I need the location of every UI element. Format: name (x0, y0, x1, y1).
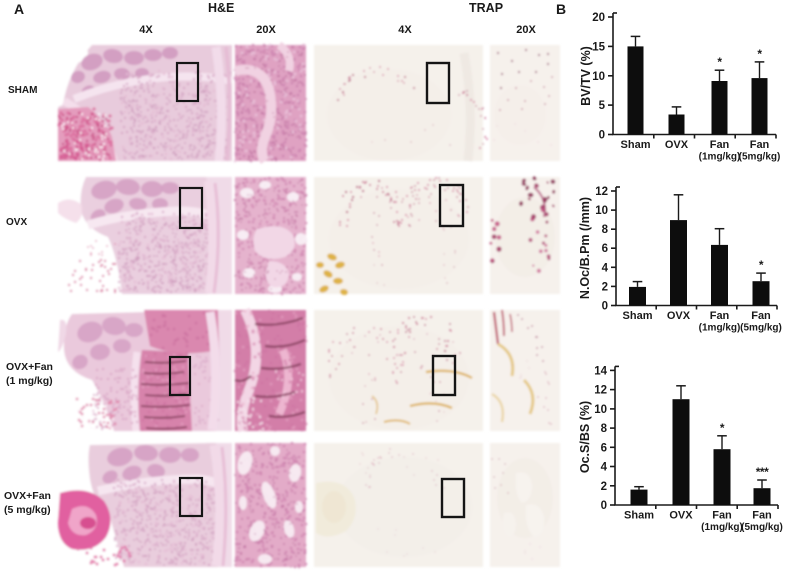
svg-text:(5mg/kg): (5mg/kg) (740, 323, 782, 334)
svg-text:Sham: Sham (621, 139, 651, 151)
svg-text:8: 8 (601, 423, 608, 435)
svg-text:20: 20 (592, 12, 605, 24)
svg-text:12: 12 (595, 186, 608, 198)
svg-text:Fan: Fan (750, 139, 770, 151)
svg-text:6: 6 (601, 442, 607, 454)
svg-text:15: 15 (592, 41, 605, 53)
svg-text:OVX: OVX (665, 139, 689, 151)
svg-text:BV/TV (%): BV/TV (%) (579, 46, 593, 106)
svg-text:Fan: Fan (710, 139, 730, 151)
svg-text:Fan: Fan (710, 310, 730, 322)
svg-text:***: *** (756, 465, 769, 479)
svg-text:(1mg/kg): (1mg/kg) (699, 152, 741, 163)
svg-text:N.Oc/B.Pm (/mm): N.Oc/B.Pm (/mm) (578, 197, 592, 299)
svg-text:Sham: Sham (623, 310, 653, 322)
svg-text:Sham: Sham (624, 510, 654, 522)
svg-text:(5mg/kg): (5mg/kg) (741, 522, 783, 533)
svg-text:*: * (759, 258, 764, 272)
svg-text:Fan: Fan (712, 510, 732, 522)
svg-text:8: 8 (602, 224, 609, 236)
svg-text:2: 2 (601, 481, 607, 493)
svg-text:10: 10 (592, 71, 605, 83)
svg-text:4: 4 (602, 262, 609, 274)
svg-text:Fan: Fan (751, 310, 771, 322)
svg-text:OVX: OVX (669, 510, 693, 522)
svg-text:6: 6 (602, 243, 608, 255)
svg-text:10: 10 (595, 205, 608, 217)
svg-text:(1mg/kg): (1mg/kg) (699, 323, 741, 334)
svg-text:Fan: Fan (752, 510, 772, 522)
svg-text:*: * (720, 421, 725, 435)
svg-text:14: 14 (594, 365, 607, 377)
svg-text:(1mg/kg): (1mg/kg) (701, 522, 743, 533)
svg-text:Oc.S/BS (%): Oc.S/BS (%) (578, 401, 592, 473)
svg-text:12: 12 (594, 385, 607, 397)
svg-text:0: 0 (599, 130, 605, 142)
svg-text:5: 5 (599, 100, 606, 112)
svg-text:*: * (717, 55, 722, 69)
svg-text:0: 0 (602, 301, 608, 313)
svg-text:0: 0 (601, 500, 607, 512)
svg-text:2: 2 (602, 281, 608, 293)
svg-text:OVX: OVX (667, 310, 691, 322)
svg-text:*: * (757, 47, 762, 61)
svg-text:(5mg/kg): (5mg/kg) (739, 152, 781, 163)
svg-text:4: 4 (601, 462, 608, 474)
svg-text:10: 10 (594, 404, 607, 416)
